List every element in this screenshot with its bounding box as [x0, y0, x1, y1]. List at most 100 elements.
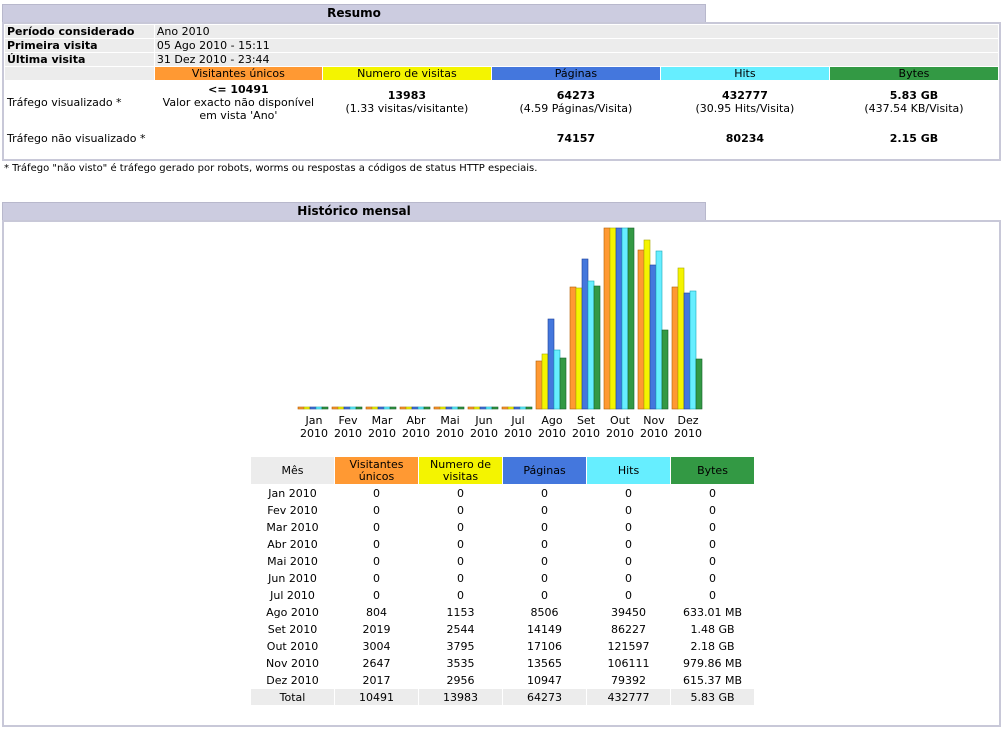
bytes-cell: 0: [709, 486, 716, 500]
axis-year: 2010: [572, 427, 600, 440]
notviewed-visits-cell: [323, 124, 491, 152]
pages-cell: 0: [541, 537, 548, 551]
viewed-bytes-cell: 5.83 GB (437.54 KB/Visita): [830, 81, 998, 123]
chart-bar-3-7: [553, 349, 561, 410]
axis-year: 2010: [640, 427, 668, 440]
chart-bar-3-1: [349, 406, 357, 410]
visitors-cell: 0: [373, 571, 380, 585]
header-bytes: Bytes: [829, 67, 998, 80]
chart-bar-0-1: [331, 406, 339, 410]
period-value: Ano 2010: [154, 25, 998, 38]
chart-bar-0-4: [433, 406, 441, 410]
viewed-visitors-cell: <= 10491 Valor exacto não disponível em …: [155, 81, 322, 123]
hits-cell: 106111: [607, 656, 650, 670]
total-visits: 13983: [419, 689, 502, 705]
bytes-cell: 0: [709, 554, 716, 568]
col-pages-header: Páginas: [503, 457, 586, 484]
pages-cell: 0: [541, 520, 548, 534]
total-label: Total: [251, 689, 334, 705]
axis-year: 2010: [436, 427, 464, 440]
hits-cell: 0: [625, 503, 632, 517]
month-cell: Dez 2010: [266, 673, 319, 687]
total-row: Total 10491 13983 64273 432777 5.83 GB: [251, 689, 754, 705]
axis-label-8: Set 2010: [569, 414, 603, 440]
chart-bar-0-8: [569, 286, 577, 410]
bytes-cell: 0: [709, 588, 716, 602]
axis-label-11: Dez 2010: [671, 414, 705, 440]
axis-year: 2010: [334, 427, 362, 440]
pages-cell: 0: [541, 554, 548, 568]
axis-month: Set: [576, 414, 596, 427]
chart-bar-4-9: [627, 227, 635, 410]
period-label: Período considerado: [5, 25, 154, 38]
footnote: * Tráfego "não visto" é tráfego gerado p…: [4, 163, 538, 174]
visitors-cell: 2017: [362, 673, 391, 687]
bytes-cell: 615.37 MB: [682, 673, 743, 687]
table-row: Jul 2010 0 0 0 0 0: [251, 587, 754, 603]
table-row: Mar 2010 0 0 0 0 0: [251, 519, 754, 535]
chart-bar-3-11: [689, 290, 697, 410]
monthly-title: Histórico mensal: [2, 202, 706, 221]
viewed-visits-ratio: (1.33 visitas/visitante): [345, 102, 469, 115]
notviewed-pages-value: 74157: [556, 131, 596, 145]
axis-month: Jun: [475, 414, 493, 427]
hits-cell: 79392: [611, 673, 646, 687]
chart-bar-2-1: [343, 406, 351, 410]
notviewed-visitors-cell: [155, 124, 322, 152]
table-row: Jun 2010 0 0 0 0 0: [251, 570, 754, 586]
axis-year: 2010: [300, 427, 328, 440]
chart-bar-4-8: [593, 285, 601, 410]
chart-bar-3-10: [655, 250, 663, 410]
chart-bar-0-5: [467, 406, 475, 410]
viewed-bytes-ratio: (437.54 KB/Visita): [864, 102, 964, 115]
viewed-visits-value: 13983: [387, 89, 427, 102]
visitors-cell: 0: [373, 486, 380, 500]
chart-bar-2-9: [615, 227, 623, 410]
pages-cell: 0: [541, 486, 548, 500]
axis-month: Out: [610, 414, 630, 427]
axis-month: Dez: [677, 414, 699, 427]
bytes-cell: 633.01 MB: [682, 605, 743, 619]
chart-bar-4-4: [457, 406, 465, 410]
axis-label-0: Jan 2010: [297, 414, 331, 440]
hits-cell: 39450: [611, 605, 646, 619]
hits-cell: 0: [625, 554, 632, 568]
monthly-chart: [296, 226, 708, 411]
hits-cell: 0: [625, 486, 632, 500]
bytes-cell: 0: [709, 537, 716, 551]
viewed-visitors-note: Valor exacto não disponível em vista 'An…: [162, 95, 315, 122]
notviewed-hits-value: 80234: [725, 131, 765, 145]
hits-cell: 86227: [611, 622, 646, 636]
axis-year: 2010: [402, 427, 430, 440]
summary-header-blank: [5, 67, 154, 80]
total-bytes: 5.83 GB: [671, 689, 754, 705]
total-visitors: 10491: [335, 689, 418, 705]
chart-bar-3-6: [519, 406, 527, 410]
last-visit-value: 31 Dez 2010 - 23:44: [154, 53, 998, 66]
viewed-pages-ratio: (4.59 Páginas/Visita): [519, 102, 633, 115]
chart-bar-1-3: [405, 406, 413, 410]
visits-cell: 0: [457, 554, 464, 568]
chart-bar-2-0: [309, 406, 317, 410]
visits-cell: 0: [457, 537, 464, 551]
monthly-table-header: Mês Visitantes únicos Numero de visitas …: [251, 457, 754, 484]
chart-bar-2-2: [377, 406, 385, 410]
total-hits: 432777: [587, 689, 670, 705]
table-row: Out 2010 3004 3795 17106 121597 2.18 GB: [251, 638, 754, 654]
chart-bar-2-4: [445, 406, 453, 410]
chart-bar-4-10: [661, 329, 669, 410]
month-cell: Jul 2010: [270, 588, 315, 602]
pages-cell: 17106: [527, 639, 562, 653]
axis-month: Abr: [406, 414, 426, 427]
last-visit-label: Última visita: [5, 53, 154, 66]
col-month-header: Mês: [251, 457, 334, 484]
visits-cell: 3795: [446, 639, 475, 653]
table-row: Abr 2010 0 0 0 0 0: [251, 536, 754, 552]
header-visitors: Visitantes únicos: [154, 67, 322, 80]
visits-cell: 0: [457, 520, 464, 534]
chart-bar-4-7: [559, 357, 567, 410]
axis-month: Ago: [541, 414, 563, 427]
chart-bar-2-3: [411, 406, 419, 410]
viewed-hits-value: 432777: [721, 89, 768, 102]
pages-cell: 13565: [527, 656, 562, 670]
